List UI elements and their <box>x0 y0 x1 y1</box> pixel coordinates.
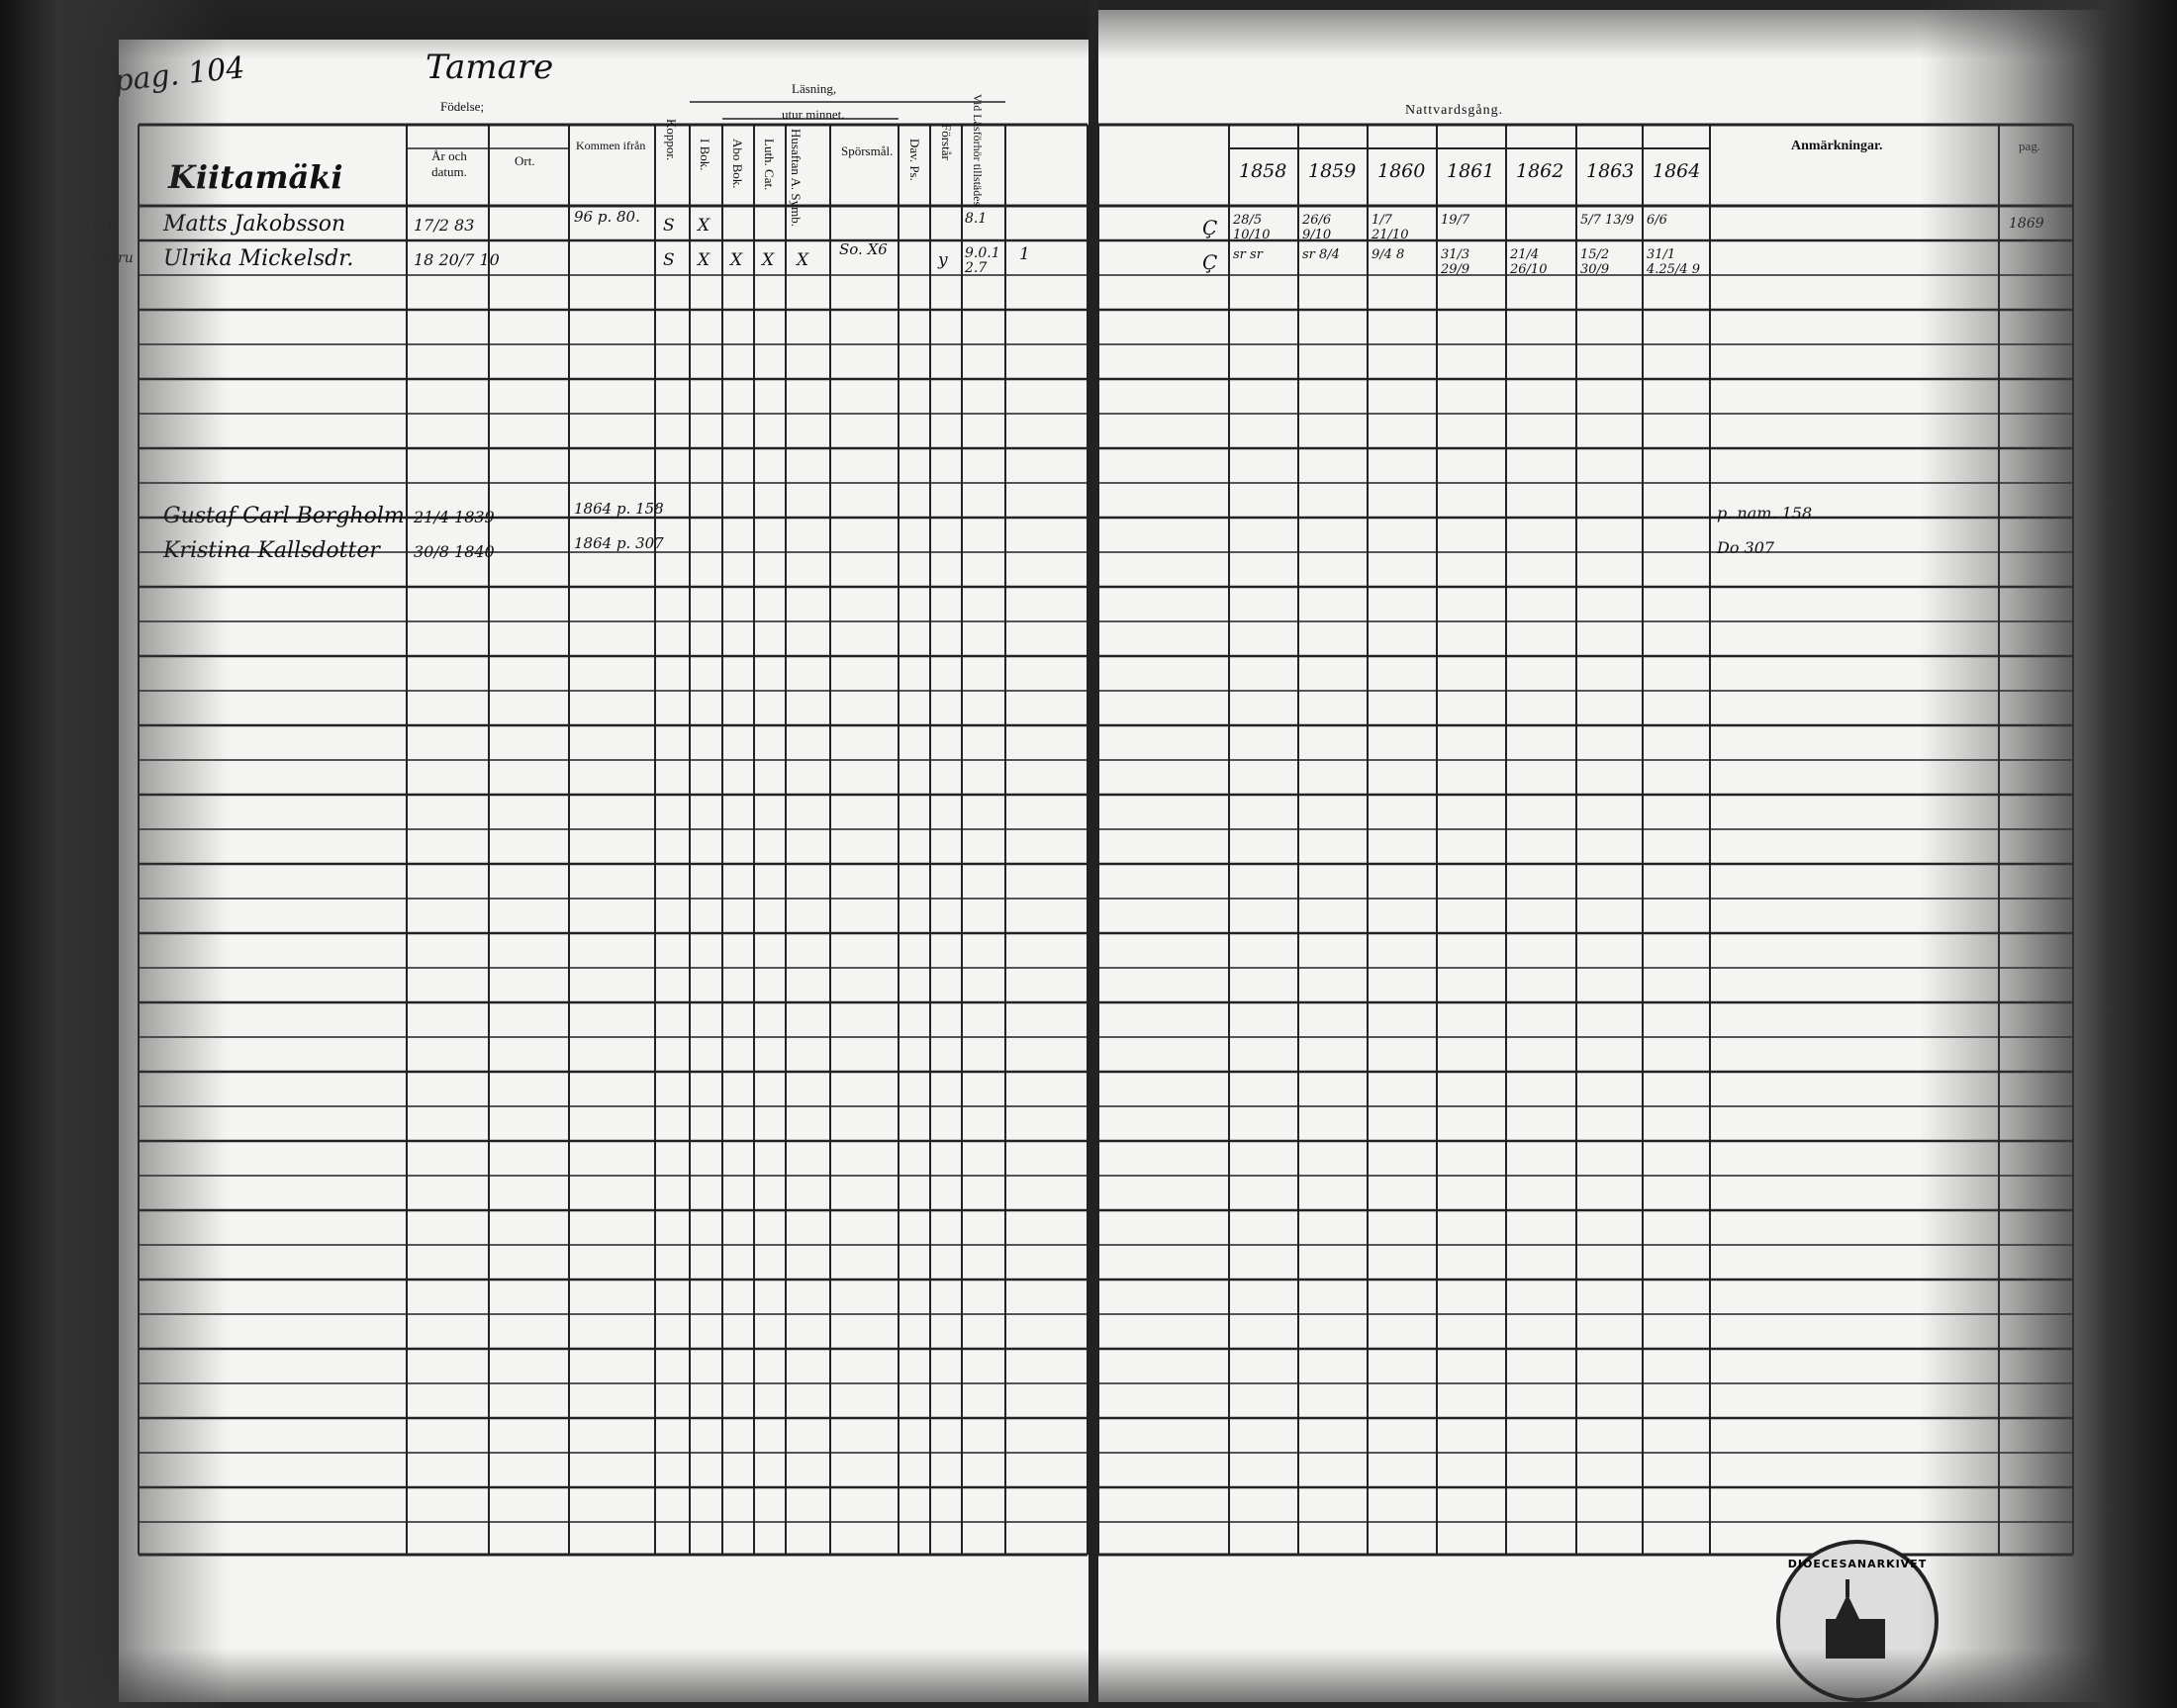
header-lasning: Läsning, <box>792 81 837 96</box>
header-vid-lasforhor: Vid Läsförhör tillstädes <box>971 94 985 207</box>
communion-date-1862: 21/4 26/10 <box>1510 247 1548 277</box>
entry-vid-lasforhor: 8.1 <box>965 211 988 227</box>
header-anmarkningar: Anmärkningar. <box>1791 139 1883 153</box>
communion-date-1858: sr sr <box>1233 247 1263 262</box>
header-utur-minnet: utur minnet. <box>782 107 845 122</box>
entry-name: Ulrika Mickelsdr. <box>163 246 354 271</box>
communion-date-1861: 31/3 29/9 <box>1441 247 1470 277</box>
entry-i-bok: X <box>698 250 710 270</box>
entry-vid-lasforhor: 9.0.1 2.7 <box>965 245 1000 276</box>
entry-name: Matts Jakobsson <box>163 212 346 237</box>
entry-birth-date: 21/4 1839 <box>414 508 495 526</box>
year-header-1859: 1859 <box>1308 160 1357 182</box>
entry-sporsmal: So. X6 <box>839 240 888 258</box>
entry-husaftan: X <box>797 250 809 270</box>
entry-luth-cat: X <box>762 250 775 270</box>
communion-date-1860: 9/4 8 <box>1372 247 1405 262</box>
communion-mark: Ç <box>1202 250 1218 274</box>
village-name: Kiitamäki <box>168 158 343 196</box>
year-header-1864: 1864 <box>1653 160 1701 182</box>
header-ar-och-datum: År och datum. <box>431 148 467 179</box>
entry-birth-date: 18 20/7 10 <box>414 250 500 269</box>
communion-date-1864: 31/1 4.25/4 9 <box>1647 247 1700 277</box>
entry-remark: Do 307 <box>1717 538 1775 557</box>
header-forstar: Förstår <box>939 124 954 160</box>
year-header-1858: 1858 <box>1239 160 1287 182</box>
entry-kommen-fran: 1864 p. 307 <box>574 534 664 552</box>
entry-koppor: S <box>663 250 675 270</box>
entry-i-bok: X <box>698 216 710 236</box>
communion-mark: Ç <box>1202 216 1218 239</box>
year-header-1863: 1863 <box>1586 160 1635 182</box>
year-header-1862: 1862 <box>1516 160 1564 182</box>
entry-koppor: S <box>663 216 675 236</box>
entry-name: Gustaf Carl Bergholm <box>163 504 405 528</box>
communion-date-1863: 15/2 30/9 <box>1580 247 1610 277</box>
header-luth-cat: Luth. Cat. <box>762 139 777 191</box>
parish-title: Tamare <box>426 47 554 87</box>
header-i-bok: I Bok. <box>698 139 712 171</box>
entry-extra: 1 <box>1019 244 1030 264</box>
communion-date-1859: sr 8/4 <box>1302 247 1340 262</box>
header-abo-bok: Abo Bok. <box>730 139 745 189</box>
entry-remark: p. nam. 158 <box>1717 504 1813 522</box>
header-pag: pag. <box>2019 139 2041 153</box>
header-sporsmal: Spörsmål. <box>841 143 894 158</box>
entry-kommen-fran: 1864 p. 158 <box>574 500 664 518</box>
entry-abo-bok: X <box>730 250 743 270</box>
communion-date-1860: 1/7 21/10 <box>1372 213 1409 242</box>
church-icon <box>1826 1579 1885 1659</box>
header-nattvardsgang: Nattvardsgång. <box>1405 103 1504 118</box>
year-header-1861: 1861 <box>1447 160 1495 182</box>
header-dav-ps: Dav. Ps. <box>907 139 922 181</box>
header-fodelse: Födelse; <box>440 99 485 114</box>
entry-birth-date: 17/2 83 <box>414 216 475 235</box>
communion-date-1863: 5/7 13/9 <box>1580 213 1635 228</box>
entry-forstar: y <box>938 250 948 270</box>
year-header-1860: 1860 <box>1377 160 1426 182</box>
header-ort: Ort. <box>515 153 535 168</box>
communion-date-1864: 6/6 <box>1647 213 1667 228</box>
header-husaftan: Husaftan A. Symb. <box>789 129 804 227</box>
communion-date-1859: 26/6 9/10 <box>1302 213 1332 242</box>
communion-date-1858: 28/5 10/10 <box>1233 213 1271 242</box>
entry-kommen-fran: 96 p. 80. <box>574 208 640 226</box>
archive-stamp: DIOECESANARKIVET <box>1776 1540 1939 1702</box>
communion-date-1861: 19/7 <box>1441 213 1470 228</box>
entry-title: Torp <box>84 216 117 232</box>
entry-far-right: 1869 <box>2009 216 2044 232</box>
header-koppor: Koppor. <box>664 119 679 161</box>
entry-title: Hustru <box>84 250 134 266</box>
header-kommen-fran: Kommen ifrån <box>576 139 646 152</box>
entry-birth-date: 30/8 1840 <box>414 542 495 561</box>
entry-name: Kristina Kallsdotter <box>163 538 380 563</box>
